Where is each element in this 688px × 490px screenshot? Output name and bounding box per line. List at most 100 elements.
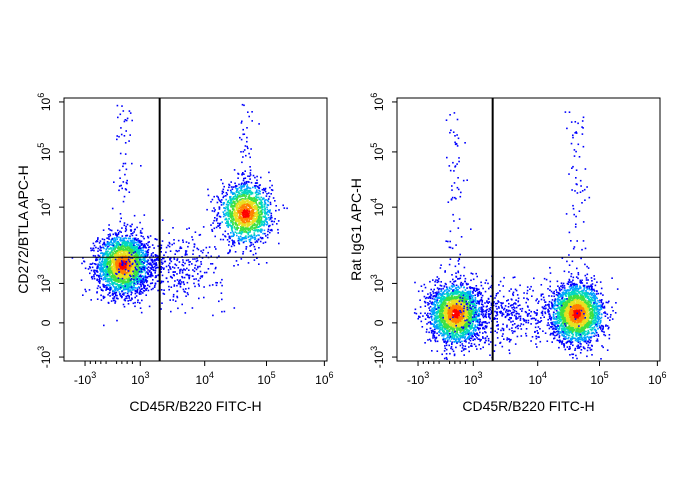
event-dot <box>254 217 256 220</box>
event-dot <box>102 274 104 276</box>
event-dot <box>214 209 216 211</box>
event-dot <box>168 232 170 234</box>
event-dot <box>126 242 128 245</box>
event-dot <box>228 202 231 204</box>
event-dot <box>111 292 114 295</box>
event-dot <box>187 287 190 290</box>
event-dot <box>114 288 116 291</box>
event-dot <box>160 259 163 261</box>
event-dot <box>150 274 153 276</box>
event-dot <box>127 261 130 264</box>
event-dot <box>84 288 86 291</box>
event-dot <box>104 268 107 270</box>
event-dot <box>235 196 238 198</box>
event-dot <box>245 195 247 197</box>
event-dot <box>242 213 245 215</box>
event-dot <box>259 214 262 216</box>
event-dot <box>242 241 245 244</box>
event-dot <box>115 242 117 245</box>
event-dot <box>254 224 257 226</box>
event-dot <box>103 254 105 256</box>
event-dot <box>267 214 270 216</box>
event-dot <box>234 194 237 196</box>
event-dot <box>121 258 123 260</box>
event-dot <box>239 212 242 214</box>
event-dot <box>101 266 104 269</box>
event-dot <box>236 220 238 223</box>
event-dot <box>123 222 126 224</box>
event-dot <box>265 216 267 219</box>
event-dot <box>251 202 254 205</box>
event-dot <box>109 248 111 250</box>
event-dot <box>126 259 128 261</box>
event-dot <box>229 197 231 199</box>
event-dot <box>248 181 250 183</box>
event-dot <box>104 253 106 256</box>
event-dot <box>154 238 156 240</box>
event-dot <box>240 229 242 232</box>
event-dot <box>134 289 137 292</box>
event-dot <box>128 242 131 244</box>
event-dot <box>240 138 243 141</box>
event-dot <box>239 216 242 218</box>
event-dot <box>130 246 132 249</box>
event-dot <box>125 181 128 184</box>
event-dot <box>230 221 232 224</box>
event-dot <box>135 276 137 279</box>
event-dot <box>258 223 260 226</box>
event-dot <box>225 203 228 206</box>
event-dot <box>188 227 190 229</box>
event-dot <box>215 281 217 284</box>
event-dot <box>115 270 118 272</box>
event-dot <box>237 238 240 240</box>
event-dot <box>153 263 155 266</box>
event-dot <box>211 198 214 201</box>
event-dot <box>238 242 240 244</box>
event-dot <box>238 217 241 220</box>
event-dot <box>219 216 222 218</box>
event-dot <box>266 221 268 223</box>
event-dot <box>147 248 150 251</box>
event-dot <box>124 260 126 263</box>
event-dot <box>140 288 143 291</box>
event-dot <box>244 190 247 192</box>
event-dot <box>140 291 143 293</box>
event-dot <box>131 249 134 252</box>
event-dot <box>105 277 107 279</box>
event-dot <box>137 299 139 301</box>
event-dot <box>217 196 219 199</box>
event-dot <box>147 246 150 249</box>
event-dot <box>102 252 104 255</box>
event-dot <box>123 224 126 227</box>
event-dot <box>103 261 105 264</box>
event-dot <box>173 258 176 260</box>
event-dot <box>128 252 131 254</box>
event-dot <box>248 216 251 219</box>
event-dot <box>261 201 263 204</box>
event-dot <box>127 276 129 279</box>
event-dot <box>246 213 249 215</box>
event-dot <box>217 225 220 227</box>
event-dot <box>136 279 138 281</box>
event-dot <box>170 310 172 313</box>
event-dot <box>123 277 126 279</box>
event-dot <box>120 278 122 280</box>
event-dot <box>111 249 113 252</box>
event-dot <box>197 265 199 268</box>
event-dot <box>240 213 243 216</box>
event-dot <box>152 255 154 258</box>
event-dot <box>123 299 126 301</box>
event-dot <box>108 238 110 240</box>
event-dot <box>102 295 105 298</box>
event-dot <box>256 182 259 184</box>
event-dot <box>113 262 116 265</box>
event-dot <box>430 310 432 313</box>
event-dot <box>270 214 273 217</box>
event-dot <box>231 227 234 229</box>
event-dot <box>222 203 225 206</box>
event-dot <box>97 247 99 250</box>
event-dot <box>131 269 133 272</box>
event-dot <box>143 265 146 267</box>
event-dot <box>238 232 241 234</box>
event-dot <box>124 142 127 144</box>
